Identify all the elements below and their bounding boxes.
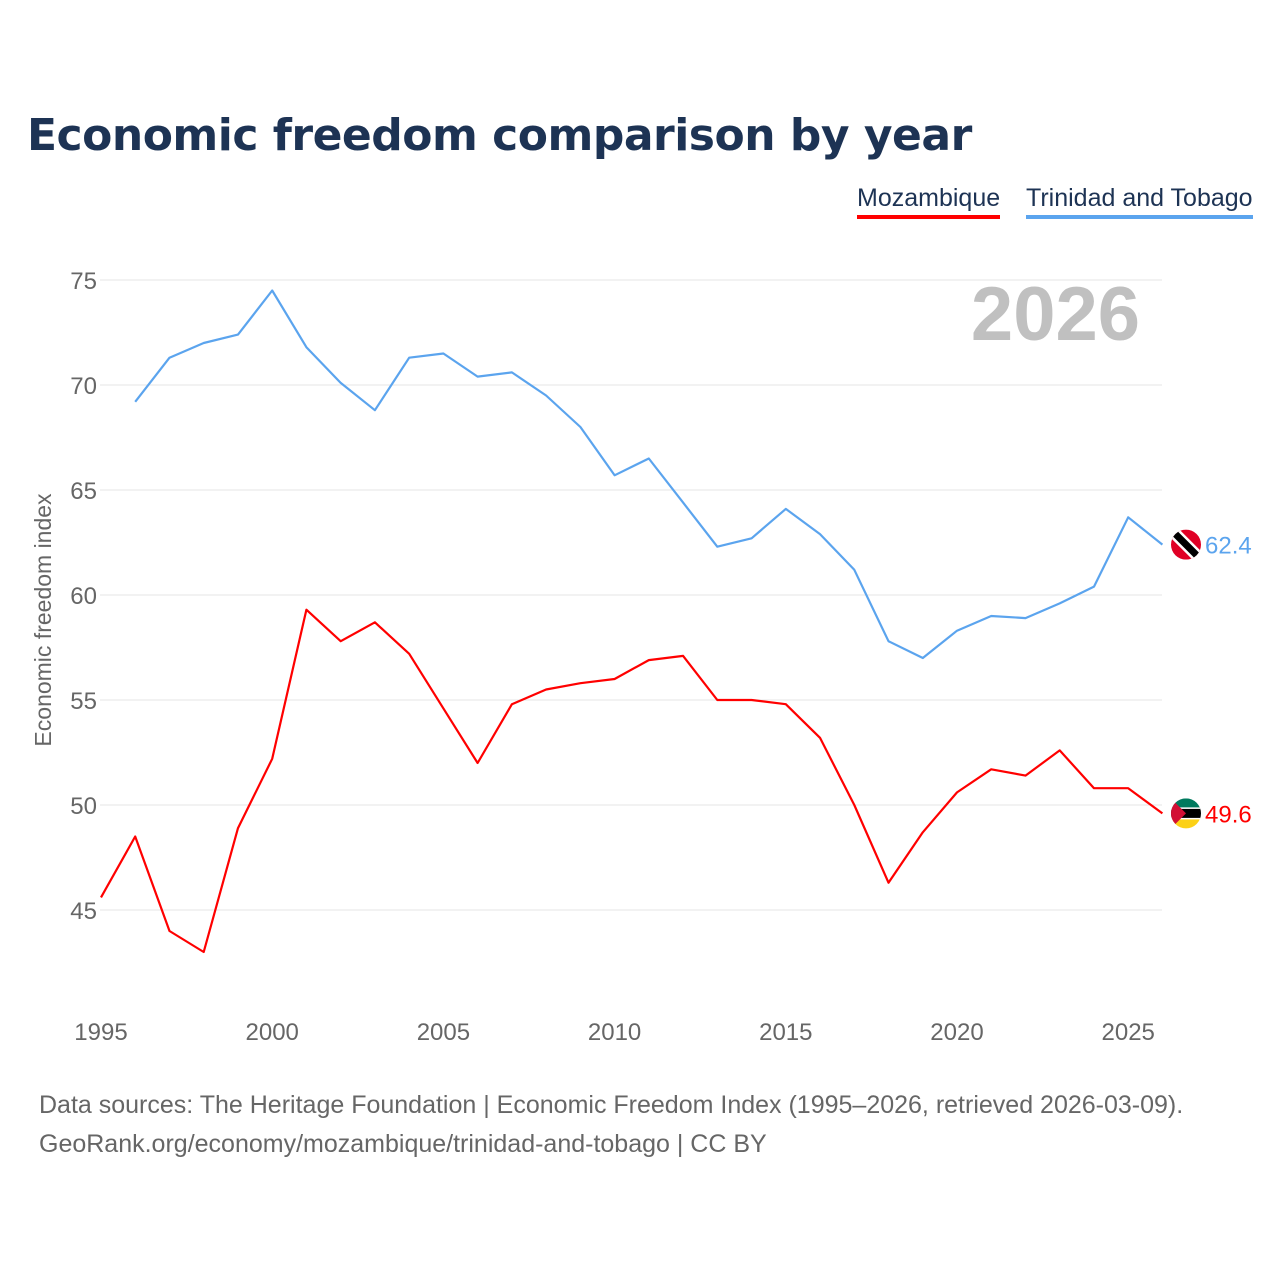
x-tick-label: 2010 [588, 1019, 641, 1046]
x-tick-label: 1995 [74, 1019, 127, 1046]
mozambique-flag-icon [1171, 798, 1201, 829]
y-tick-label: 50 [70, 793, 97, 820]
trinidad-flag-icon [1171, 529, 1201, 560]
year-watermark: 2026 [971, 272, 1140, 357]
series-line-mozambique [100, 608, 1164, 954]
x-tick-label: 2025 [1102, 1019, 1155, 1046]
x-tick-label: 2005 [417, 1019, 470, 1046]
y-tick-label: 75 [70, 268, 97, 295]
source-note: Data sources: The Heritage Foundation | … [39, 1086, 1183, 1164]
legend-mozambique[interactable]: Mozambique [857, 184, 1001, 219]
end-value-label: 49.6 [1205, 801, 1252, 828]
y-tick-label: 70 [70, 373, 97, 400]
series-line-trinidad-and-tobago [134, 289, 1164, 660]
y-tick-label: 60 [70, 583, 97, 610]
source-line-1: Data sources: The Heritage Foundation | … [39, 1091, 1184, 1119]
legend-trinidad-and-tobago[interactable]: Trinidad and Tobago [1026, 184, 1253, 219]
x-tick-label: 2015 [759, 1019, 812, 1046]
x-tick-label: 2020 [930, 1019, 983, 1046]
y-axis-label: Economic freedom index [30, 493, 56, 747]
y-tick-label: 65 [70, 478, 97, 505]
y-tick-label: 45 [70, 898, 97, 925]
end-value-label: 62.4 [1205, 533, 1252, 560]
y-tick-label: 55 [70, 688, 97, 715]
x-tick-label: 2000 [246, 1019, 299, 1046]
chart-title: Economic freedom comparison by year [27, 110, 972, 161]
source-line-2[interactable]: GeoRank.org/economy/mozambique/trinidad-… [39, 1130, 767, 1158]
